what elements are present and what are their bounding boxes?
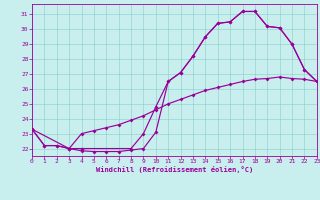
X-axis label: Windchill (Refroidissement éolien,°C): Windchill (Refroidissement éolien,°C) xyxy=(96,166,253,173)
